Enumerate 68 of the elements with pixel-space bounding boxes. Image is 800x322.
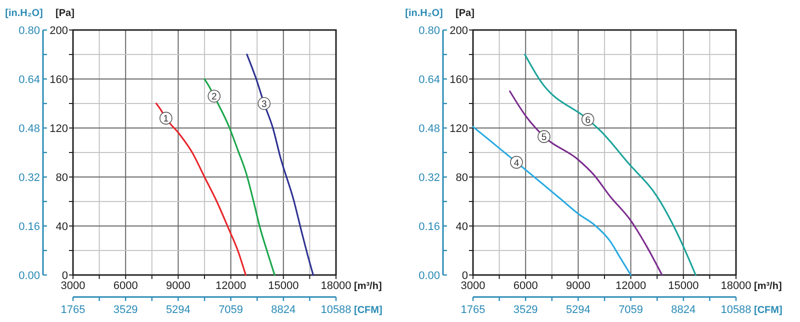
x-tick-label: 12000 bbox=[616, 280, 646, 292]
y2-tick-label: 0.16 bbox=[418, 221, 440, 233]
x-tick-label: 18000 bbox=[720, 280, 752, 292]
x-axis-title: [m³/h] bbox=[754, 281, 782, 292]
y2-tick-label: 0.80 bbox=[418, 25, 440, 37]
x2-tick-label: 5294 bbox=[566, 304, 590, 316]
x2-tick-label: 8824 bbox=[271, 304, 296, 316]
x-tick-label: 15000 bbox=[268, 280, 299, 292]
y2-tick-label: 0.16 bbox=[18, 221, 40, 233]
x2-tick-label: 3529 bbox=[513, 304, 538, 316]
series-label: 1 bbox=[163, 114, 169, 125]
y-tick-label: 80 bbox=[56, 172, 68, 184]
series-label: 5 bbox=[541, 132, 547, 144]
x-tick-label: 9000 bbox=[566, 280, 590, 292]
y-tick-label: 120 bbox=[50, 123, 68, 135]
x2-tick-label: 3529 bbox=[113, 304, 138, 316]
x-tick-label: 6000 bbox=[513, 280, 538, 292]
y-tick-label: 160 bbox=[50, 74, 68, 86]
x2-tick-label: 8824 bbox=[671, 304, 696, 316]
y2-tick-label: 0.64 bbox=[418, 74, 440, 86]
line-series bbox=[509, 90, 663, 276]
x2-tick-label: 1765 bbox=[60, 304, 86, 316]
line-series bbox=[246, 54, 314, 276]
line-series bbox=[155, 102, 247, 276]
line-series bbox=[204, 78, 276, 276]
y-tick-label: 40 bbox=[456, 221, 468, 233]
y-tick-label: 0 bbox=[62, 270, 68, 282]
x2-tick-label: 1765 bbox=[460, 304, 486, 316]
y2-axis-title: [in.H₂O] bbox=[5, 8, 43, 19]
y2-tick-label: 0.80 bbox=[18, 25, 40, 37]
x2-tick-label: 7059 bbox=[618, 304, 644, 316]
x-tick-label: 3000 bbox=[60, 280, 86, 292]
y-axis-title: [Pa] bbox=[456, 8, 474, 19]
y-tick-label: 200 bbox=[50, 25, 68, 37]
y-tick-label: 160 bbox=[450, 74, 468, 86]
x-tick-label: 9000 bbox=[166, 280, 190, 292]
y2-tick-label: 0.64 bbox=[18, 74, 40, 86]
y2-tick-label: 0.00 bbox=[418, 270, 440, 282]
y-tick-label: 120 bbox=[450, 123, 468, 135]
x2-tick-label: 7059 bbox=[218, 304, 244, 316]
y2-tick-label: 0.48 bbox=[418, 123, 440, 135]
y2-tick-label: 0.32 bbox=[418, 172, 440, 184]
x2-tick-label: 5294 bbox=[166, 304, 190, 316]
line-series bbox=[524, 54, 696, 276]
x-axis-title: [m³/h] bbox=[354, 281, 382, 292]
x2-tick-label: 10588 bbox=[720, 304, 752, 316]
y-tick-label: 0 bbox=[462, 270, 468, 282]
line-series bbox=[472, 126, 632, 276]
y-tick-label: 80 bbox=[456, 172, 468, 184]
x-tick-label: 15000 bbox=[668, 280, 699, 292]
y2-axis-title: [in.H₂O] bbox=[405, 8, 443, 19]
x-tick-label: 3000 bbox=[460, 280, 486, 292]
x2-tick-label: 10588 bbox=[320, 304, 352, 316]
x2-axis-title: [CFM] bbox=[754, 305, 782, 316]
y-tick-label: 40 bbox=[56, 221, 68, 233]
y2-tick-label: 0.48 bbox=[18, 123, 40, 135]
x-tick-label: 18000 bbox=[320, 280, 352, 292]
x-tick-label: 12000 bbox=[216, 280, 246, 292]
x2-axis-title: [CFM] bbox=[354, 305, 382, 316]
series-label: 2 bbox=[211, 92, 217, 103]
series-label: 6 bbox=[585, 114, 590, 126]
y-axis-title: [Pa] bbox=[56, 8, 74, 19]
x-tick-label: 6000 bbox=[113, 280, 138, 292]
y-tick-label: 200 bbox=[450, 25, 468, 37]
series-label: 3 bbox=[261, 99, 267, 110]
y2-tick-label: 0.00 bbox=[18, 270, 40, 282]
series-label: 4 bbox=[514, 158, 520, 169]
y2-tick-label: 0.32 bbox=[18, 172, 40, 184]
